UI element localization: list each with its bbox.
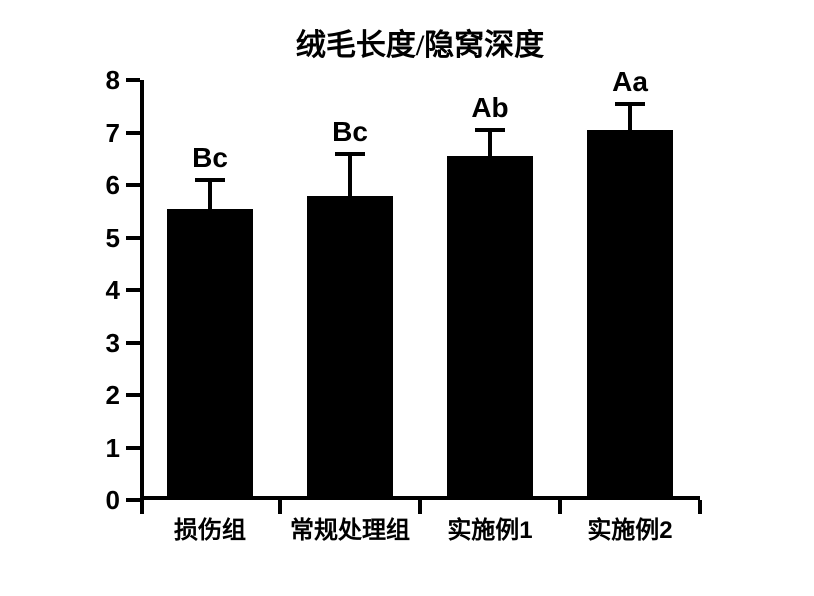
y-axis — [140, 80, 144, 504]
y-tick — [126, 393, 140, 397]
plot-area: 012345678Bc损伤组Bc常规处理组Ab实施例1Aa实施例2 — [140, 80, 700, 500]
y-tick — [126, 288, 140, 292]
y-tick-label: 1 — [80, 433, 120, 464]
y-tick — [126, 498, 140, 502]
bar-significance-label: Aa — [590, 66, 670, 98]
bar — [307, 196, 394, 501]
error-bar-cap — [195, 178, 225, 182]
x-category-label: 常规处理组 — [280, 510, 420, 545]
x-category-label: 实施例1 — [420, 510, 560, 545]
error-bar — [208, 180, 212, 209]
y-tick — [126, 183, 140, 187]
x-category-label: 实施例2 — [560, 510, 700, 545]
error-bar-cap — [475, 128, 505, 132]
error-bar-cap — [335, 152, 365, 156]
y-tick-label: 4 — [80, 275, 120, 306]
bar-significance-label: Bc — [170, 142, 250, 174]
chart-container: 绒毛长度/隐窝深度 012345678Bc损伤组Bc常规处理组Ab实施例1Aa实… — [80, 20, 760, 560]
y-tick-label: 0 — [80, 485, 120, 516]
y-tick-label: 5 — [80, 223, 120, 254]
x-category-label: 损伤组 — [140, 510, 280, 545]
y-tick-label: 7 — [80, 118, 120, 149]
y-tick — [126, 236, 140, 240]
error-bar — [348, 154, 352, 196]
chart-title: 绒毛长度/隐窝深度 — [80, 20, 760, 64]
y-tick — [126, 131, 140, 135]
y-tick — [126, 341, 140, 345]
bar — [447, 156, 534, 500]
bar — [587, 130, 674, 500]
bar-significance-label: Ab — [450, 92, 530, 124]
bar-significance-label: Bc — [310, 116, 390, 148]
y-tick-label: 6 — [80, 170, 120, 201]
error-bar — [628, 104, 632, 130]
y-tick-label: 8 — [80, 65, 120, 96]
error-bar — [488, 130, 492, 156]
error-bar-cap — [615, 102, 645, 106]
y-tick — [126, 78, 140, 82]
bar — [167, 209, 254, 500]
y-tick-label: 3 — [80, 328, 120, 359]
y-tick-label: 2 — [80, 380, 120, 411]
y-tick — [126, 446, 140, 450]
